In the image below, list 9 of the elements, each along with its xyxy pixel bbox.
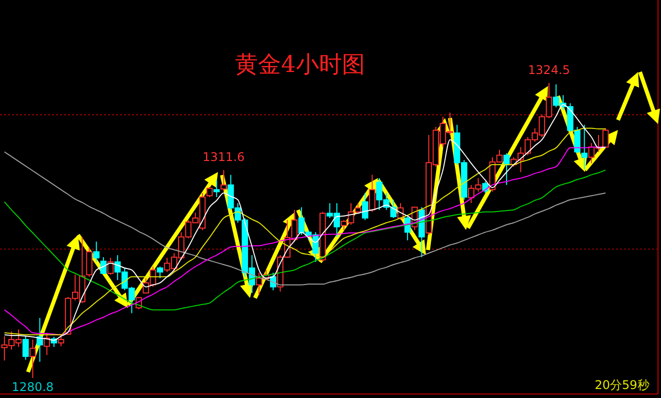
chart-title: 黄金4小时图 [235,52,365,78]
candlestick [581,124,588,170]
candlestick [36,317,43,362]
annotation: 1280.8 [12,380,54,394]
annotation: 1311.6 [202,150,245,164]
annotation: 1324.5 [528,63,570,77]
candlestick [213,180,220,198]
candlestick [30,339,36,378]
annotation: 20分59秒 [594,378,650,392]
